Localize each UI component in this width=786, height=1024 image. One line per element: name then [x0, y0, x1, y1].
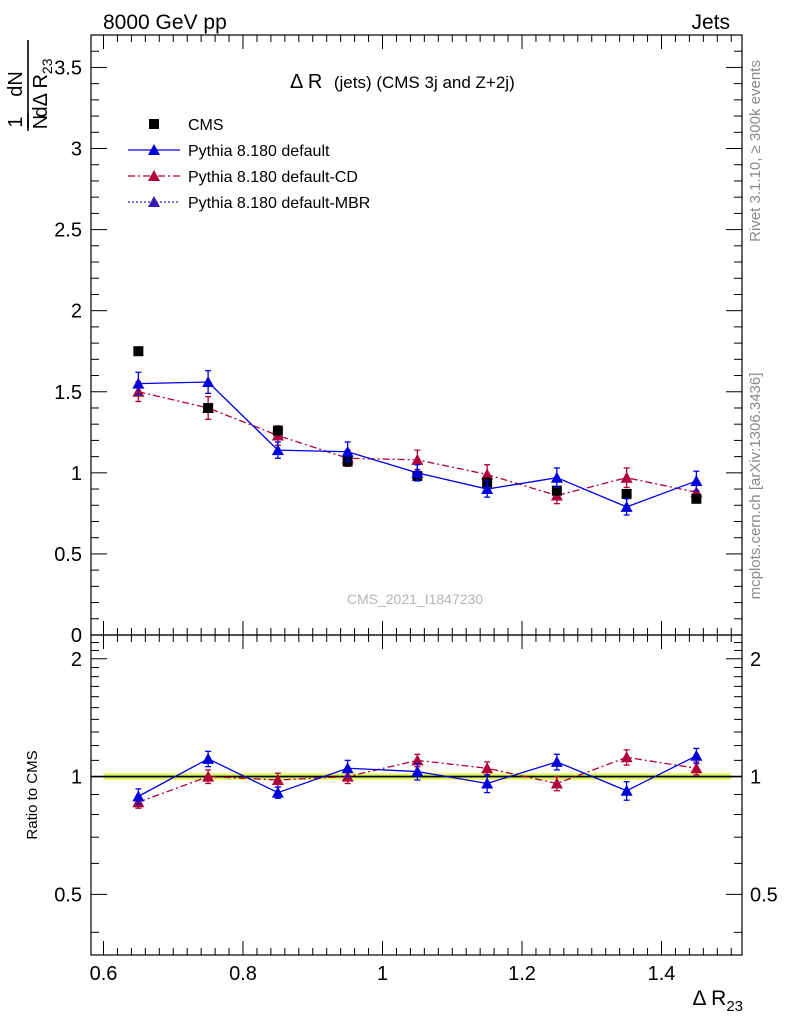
ratio-y-tick-label: 0.5 [54, 884, 82, 906]
legend-entry: Pythia 8.180 default-MBR [128, 195, 370, 212]
main-axes: 0 0.5 1 1.5 2 2.5 3 3.5 [54, 34, 742, 647]
data-point-default [271, 786, 284, 798]
data-point-cd [411, 453, 424, 465]
data-point-default [411, 466, 424, 478]
data-point-cd [481, 468, 494, 480]
analysis-watermark: CMS_2021_I1847230 [347, 591, 483, 607]
legend-label: CMS [188, 117, 224, 134]
ratio-y-tick-label: 2 [71, 649, 82, 671]
legend-marker [148, 144, 160, 155]
legend-marker [148, 170, 160, 181]
legend-label: Pythia 8.180 default [188, 143, 330, 160]
plot-title-main: Δ R [290, 71, 322, 93]
data-point-cms [621, 488, 632, 499]
legend: CMS Pythia 8.180 default Pythia 8.180 defa… [128, 117, 370, 212]
ratio-panel-frame [90, 634, 743, 956]
legend-entry: CMS [149, 117, 224, 134]
data-point-cd [620, 751, 633, 763]
y-tick-label: 3 [71, 139, 82, 161]
data-point-cd [271, 773, 284, 785]
data-point-default [132, 377, 145, 389]
ratio-panel: 0.5 0.5 1 1 2 2 [54, 634, 778, 956]
y-label-deriv-den-wrap: dΔ R23 [30, 58, 55, 117]
y-tick-label: 1 [71, 463, 82, 485]
y-tick-label: 1.5 [54, 382, 82, 404]
series-line-default [138, 381, 697, 508]
data-point-default [271, 444, 284, 456]
y-tick-label: 2.5 [54, 220, 82, 242]
x-tick-label: 1 [377, 963, 388, 985]
data-point-default [550, 755, 563, 767]
data-point-default [132, 790, 145, 802]
legend-marker-cms [149, 119, 159, 129]
data-point-cd [202, 770, 215, 782]
x-label-main: Δ R [692, 987, 726, 1010]
mcplots-text: mcplots.cern.ch [arXiv:1306.3436] [747, 373, 764, 600]
x-tick-label: 1.4 [648, 963, 676, 985]
legend-marker [148, 196, 160, 207]
rivet-version-text: Rivet 3.1.10, ≥ 300k events [747, 60, 764, 242]
data-point-cd [481, 762, 494, 774]
x-tick-label: 0.6 [90, 963, 118, 985]
data-point-default [620, 784, 633, 796]
data-point-cd [550, 777, 563, 789]
data-point-default [620, 500, 633, 512]
x-tick-label: 1.2 [508, 963, 536, 985]
y-label-deriv-num: dN [5, 71, 27, 97]
plot-title: Δ R (jets) (CMS 3j and Z+2j) [290, 71, 515, 93]
main-panel: 0 0.5 1 1.5 2 2.5 3 3.5 [54, 34, 743, 647]
data-point-cd [620, 471, 633, 483]
ratio-data-marks [132, 747, 703, 809]
legend-label: Pythia 8.180 default-CD [188, 169, 358, 186]
data-point-cd [411, 754, 424, 766]
ratio-y-tick-label: 1 [71, 767, 82, 789]
x-axis-label: Δ R23 [692, 987, 743, 1015]
legend-label: Pythia 8.180 default-MBR [188, 195, 370, 212]
ratio-y-label: Ratio to CMS [24, 750, 41, 839]
data-point-default [481, 483, 494, 495]
data-point-default [550, 471, 563, 483]
main-data-marks [132, 346, 703, 516]
data-point-cms [691, 493, 702, 504]
x-axis: 0.6 0.8 1 1.2 1.4 [90, 35, 732, 985]
plot-title-sub: (jets) (CMS 3j and Z+2j) [334, 73, 515, 92]
y-label-deriv-sub: 23 [39, 58, 55, 74]
y-tick-label: 0.5 [54, 544, 82, 566]
data-point-default [690, 749, 703, 761]
header-right-title: Jets [691, 11, 730, 34]
y-label-frac-num: 1 [5, 116, 27, 127]
y-tick-label: 2 [71, 301, 82, 323]
header-left-title: 8000 GeV pp [103, 11, 227, 34]
data-point-default [202, 752, 215, 764]
ratio-y-tick-label-right: 0.5 [750, 884, 778, 906]
data-point-cms [133, 346, 144, 357]
legend-entry: Pythia 8.180 default [128, 143, 330, 160]
y-tick-label: 3.5 [54, 57, 82, 79]
data-point-default [481, 777, 494, 789]
data-point-default [202, 376, 215, 388]
ratio-y-tick-label-right: 2 [750, 649, 761, 671]
legend-entry: Pythia 8.180 default-CD [128, 169, 358, 186]
y-tick-label: 0 [71, 625, 82, 647]
data-point-cd [690, 762, 703, 774]
x-tick-label: 0.8 [229, 963, 257, 985]
x-label-sub: 23 [726, 998, 743, 1015]
y-label-frac-den: N [30, 115, 52, 129]
data-point-cms [203, 402, 214, 413]
y-label-deriv-den: dΔ R [30, 74, 52, 117]
data-point-default [341, 762, 354, 774]
data-point-cms [272, 425, 283, 436]
data-point-default [411, 765, 424, 777]
ratio-y-tick-label-right: 1 [750, 767, 761, 789]
data-point-cms [551, 485, 562, 496]
data-point-default [690, 474, 703, 486]
ratio-axes: 0.5 0.5 1 1 2 2 [54, 642, 778, 933]
y-axis-label: 1 N dN dΔ R23 [5, 40, 55, 131]
data-point-default [341, 445, 354, 457]
